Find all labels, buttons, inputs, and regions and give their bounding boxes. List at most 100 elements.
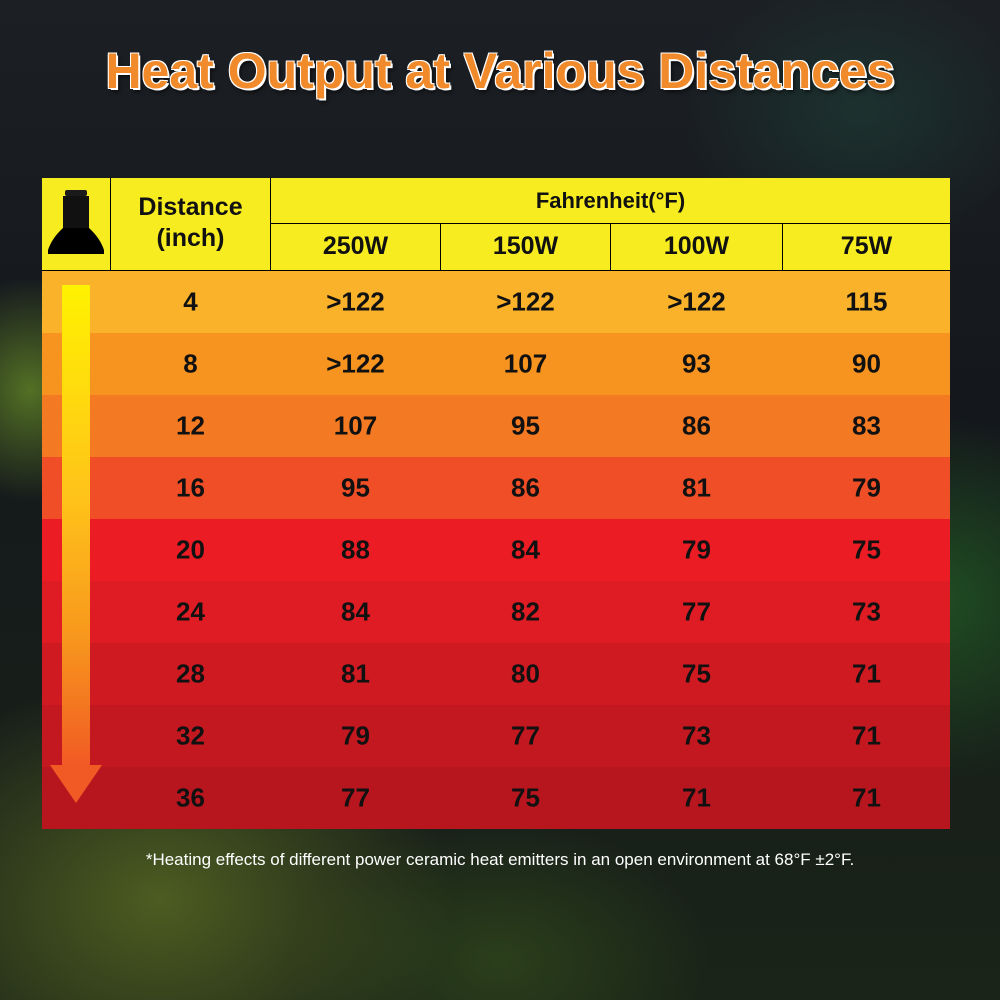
- temperature-cell: 77: [271, 767, 440, 829]
- distance-cell: 20: [111, 519, 270, 581]
- column-header-150w: 150W: [441, 224, 610, 270]
- temperature-cell: 71: [783, 705, 950, 767]
- temperature-value: 71: [852, 782, 881, 813]
- distance-cell: 28: [111, 643, 270, 705]
- temperature-cell: >122: [271, 271, 440, 333]
- row-band: [42, 457, 950, 519]
- temperature-value: 75: [511, 782, 540, 813]
- temperature-cell: 107: [271, 395, 440, 457]
- temperature-value: 79: [852, 472, 881, 503]
- fahrenheit-header-label: Fahrenheit(°F): [535, 188, 686, 213]
- temperature-value: 88: [341, 534, 370, 565]
- row-band: [42, 767, 950, 829]
- temperature-value: >122: [326, 286, 385, 317]
- temperature-cell: 93: [611, 333, 782, 395]
- row-band: [42, 519, 950, 581]
- distance-cell: 8: [111, 333, 270, 395]
- distance-value: 4: [183, 286, 198, 317]
- temperature-cell: 75: [611, 643, 782, 705]
- temperature-cell: 90: [783, 333, 950, 395]
- row-band: [42, 581, 950, 643]
- temperature-cell: 75: [783, 519, 950, 581]
- temperature-value: 77: [682, 596, 711, 627]
- table-row: 28 81 80 75 71: [42, 643, 950, 705]
- temperature-cell: 73: [783, 581, 950, 643]
- row-band: [42, 333, 950, 395]
- temperature-cell: 77: [441, 705, 610, 767]
- temperature-cell: 73: [611, 705, 782, 767]
- temperature-cell: 71: [783, 767, 950, 829]
- temperature-value: 73: [852, 596, 881, 627]
- table-row: 24 84 82 77 73: [42, 581, 950, 643]
- distance-value: 16: [176, 472, 205, 503]
- temperature-cell: 81: [611, 457, 782, 519]
- temperature-value: 90: [852, 348, 881, 379]
- temperature-cell: 80: [441, 643, 610, 705]
- header-icon-cell: [42, 178, 110, 270]
- table-row: 8 >122 107 93 90: [42, 333, 950, 395]
- temperature-value: 75: [852, 534, 881, 565]
- temperature-value: 79: [341, 720, 370, 751]
- temperature-value: >122: [667, 286, 726, 317]
- fahrenheit-header: Fahrenheit(°F): [271, 178, 950, 223]
- distance-header-label: Distance (inch): [138, 193, 243, 252]
- temperature-cell: 83: [783, 395, 950, 457]
- table-row: 12 107 95 86 83: [42, 395, 950, 457]
- distance-value: 8: [183, 348, 198, 379]
- distance-value: 32: [176, 720, 205, 751]
- temperature-value: >122: [496, 286, 555, 317]
- temperature-cell: >122: [611, 271, 782, 333]
- temperature-value: 71: [852, 658, 881, 689]
- distance-value: 12: [176, 410, 205, 441]
- heat-emitter-bulb-icon: [48, 190, 104, 254]
- temperature-cell: 88: [271, 519, 440, 581]
- column-header-250w: 250W: [271, 224, 440, 270]
- temperature-cell: 95: [271, 457, 440, 519]
- column-header-100w: 100W: [611, 224, 782, 270]
- footnote: *Heating effects of different power cera…: [145, 850, 855, 869]
- distance-cell: 4: [111, 271, 270, 333]
- distance-cell: 36: [111, 767, 270, 829]
- temperature-cell: 79: [611, 519, 782, 581]
- temperature-cell: 81: [271, 643, 440, 705]
- temperature-cell: 107: [441, 333, 610, 395]
- temperature-value: 81: [682, 472, 711, 503]
- column-header-label: 150W: [492, 232, 559, 260]
- temperature-value: 84: [511, 534, 540, 565]
- temperature-value: 107: [503, 348, 548, 379]
- distance-cell: 16: [111, 457, 270, 519]
- row-band: [42, 271, 950, 333]
- temperature-cell: 84: [271, 581, 440, 643]
- distance-value: 28: [176, 658, 205, 689]
- row-band: [42, 705, 950, 767]
- table-row: 36 77 75 71 71: [42, 767, 950, 829]
- temperature-cell: 84: [441, 519, 610, 581]
- table-row: 32 79 77 73 71: [42, 705, 950, 767]
- column-header-label: 75W: [840, 232, 893, 260]
- temperature-cell: 71: [611, 767, 782, 829]
- temperature-cell: 79: [271, 705, 440, 767]
- temperature-value: 81: [341, 658, 370, 689]
- temperature-value: 82: [511, 596, 540, 627]
- temperature-cell: 86: [611, 395, 782, 457]
- temperature-value: 75: [682, 658, 711, 689]
- temperature-value: 86: [511, 472, 540, 503]
- temperature-value: 71: [852, 720, 881, 751]
- row-band: [42, 643, 950, 705]
- temperature-value: 77: [511, 720, 540, 751]
- table-row: 16 95 86 81 79: [42, 457, 950, 519]
- column-header-75w: 75W: [783, 224, 950, 270]
- temperature-value: 71: [682, 782, 711, 813]
- temperature-value: 95: [511, 410, 540, 441]
- temperature-value: 107: [333, 410, 378, 441]
- temperature-cell: 86: [441, 457, 610, 519]
- temperature-value: 73: [682, 720, 711, 751]
- page-title: Heat Output at Various Distances: [105, 43, 895, 99]
- temperature-value: 83: [852, 410, 881, 441]
- distance-cell: 32: [111, 705, 270, 767]
- temperature-cell: 77: [611, 581, 782, 643]
- temperature-cell: 95: [441, 395, 610, 457]
- temperature-cell: 71: [783, 643, 950, 705]
- column-header-label: 100W: [663, 232, 730, 260]
- row-band: [42, 395, 950, 457]
